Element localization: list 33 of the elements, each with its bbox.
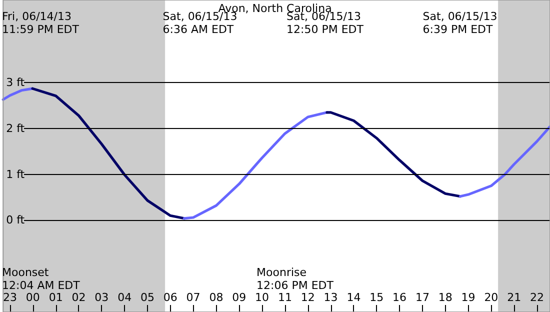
x-tick-label: 10 [255,291,270,304]
x-tick-label: 15 [370,291,384,304]
x-tick-label: 07 [186,291,200,304]
x-tick-label: 00 [26,291,40,304]
x-tick-label: 16 [392,291,407,304]
annotation: Moonrise 12:06 PM EDT [256,266,334,292]
annotation: Fri, 06/14/13 11:59 PM EDT [2,10,80,36]
y-tick-label: 3 ft [6,76,26,90]
x-tick-label: 08 [209,291,224,304]
x-tick-label: 04 [118,291,132,304]
x-tick-label: 09 [232,291,246,304]
annotation: Moonset 12:04 AM EDT [2,266,80,292]
x-tick-label: 21 [507,291,522,304]
x-tick-label: 18 [438,291,452,304]
x-tick-label: 02 [72,291,86,304]
x-tick-label: 11 [278,291,292,304]
x-tick-label: 17 [415,291,430,304]
y-tick-label: 0 ft [6,214,26,227]
x-tick-label: 13 [324,291,338,304]
x-tick-label: 05 [140,291,154,304]
annotation: Sat, 06/15/13 6:39 PM EDT [422,10,498,36]
x-tick-label: 03 [94,291,109,304]
x-tick-label: 14 [346,291,361,304]
x-tick-label: 22 [530,291,544,304]
x-tick-label: 06 [163,291,178,304]
x-tick-label: 19 [461,291,476,304]
y-tick-label: 2 ft [6,122,26,135]
x-tick-label: 23 [3,291,17,304]
x-tick-label: 12 [300,291,315,304]
x-tick-label: 20 [484,291,498,304]
annotation: Sat, 06/15/13 6:36 AM EDT [162,10,238,36]
x-tick-label: 01 [48,291,63,304]
y-tick-label: 1 ft [6,168,26,181]
